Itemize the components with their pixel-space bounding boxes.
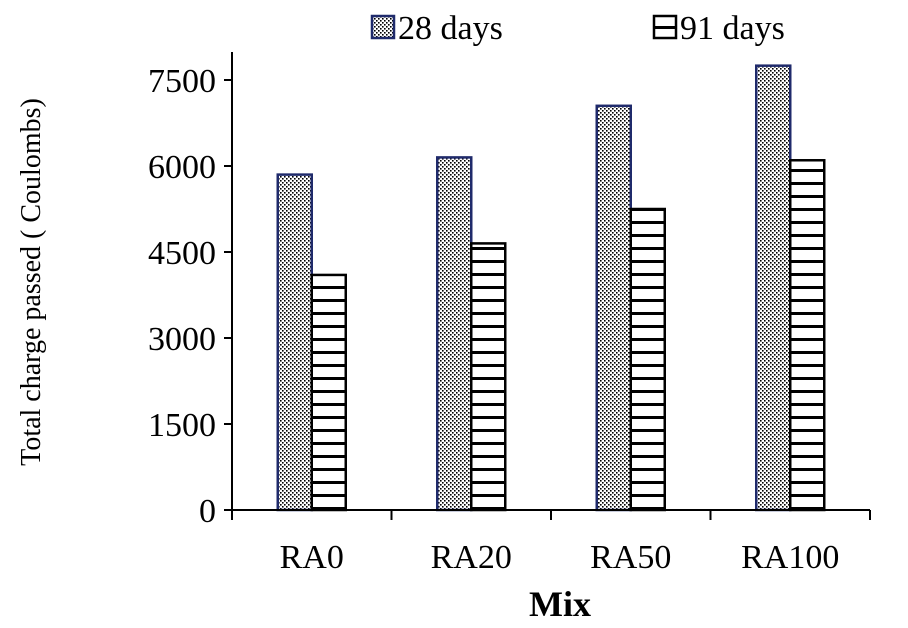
legend: 28 days 91 days bbox=[370, 10, 785, 47]
bar-28-days-ra50 bbox=[595, 104, 632, 512]
x-axis: RA0 RA20 RA50 RA100 bbox=[231, 509, 871, 576]
x-category-label: RA50 bbox=[590, 539, 671, 576]
legend-item-91-days: 91 days bbox=[652, 10, 785, 47]
bar-28-days-ra100 bbox=[755, 64, 792, 512]
y-axis: 0 1500 3000 4500 6000 7500 bbox=[148, 52, 233, 530]
y-axis-title: Total charge passed ( Coulombs) bbox=[16, 98, 47, 466]
x-category-label: RA20 bbox=[431, 539, 512, 576]
y-tick-label: 1500 bbox=[148, 407, 216, 444]
y-tick-label: 6000 bbox=[148, 149, 216, 186]
legend-item-28-days: 28 days bbox=[370, 10, 503, 47]
bar-28-days-ra0 bbox=[276, 173, 313, 512]
bar-28-days-ra20 bbox=[436, 156, 473, 512]
y-tick-label: 7500 bbox=[148, 63, 216, 100]
x-category-label: RA100 bbox=[741, 539, 839, 576]
x-category-label: RA0 bbox=[280, 539, 344, 576]
legend-swatch bbox=[370, 14, 396, 40]
bars bbox=[276, 64, 826, 512]
legend-swatch bbox=[652, 14, 678, 40]
legend-label: 91 days bbox=[680, 10, 785, 47]
bar-91-days-ra0 bbox=[310, 273, 347, 512]
legend-label: 28 days bbox=[398, 10, 503, 47]
bar-91-days-ra100 bbox=[789, 159, 826, 512]
y-tick-label: 4500 bbox=[148, 235, 216, 272]
bar-91-days-ra20 bbox=[470, 242, 507, 512]
y-tick-label: 3000 bbox=[148, 321, 216, 358]
bar-91-days-ra50 bbox=[629, 207, 666, 512]
x-axis-title: Mix bbox=[529, 584, 591, 624]
y-tick-label: 0 bbox=[199, 493, 216, 530]
